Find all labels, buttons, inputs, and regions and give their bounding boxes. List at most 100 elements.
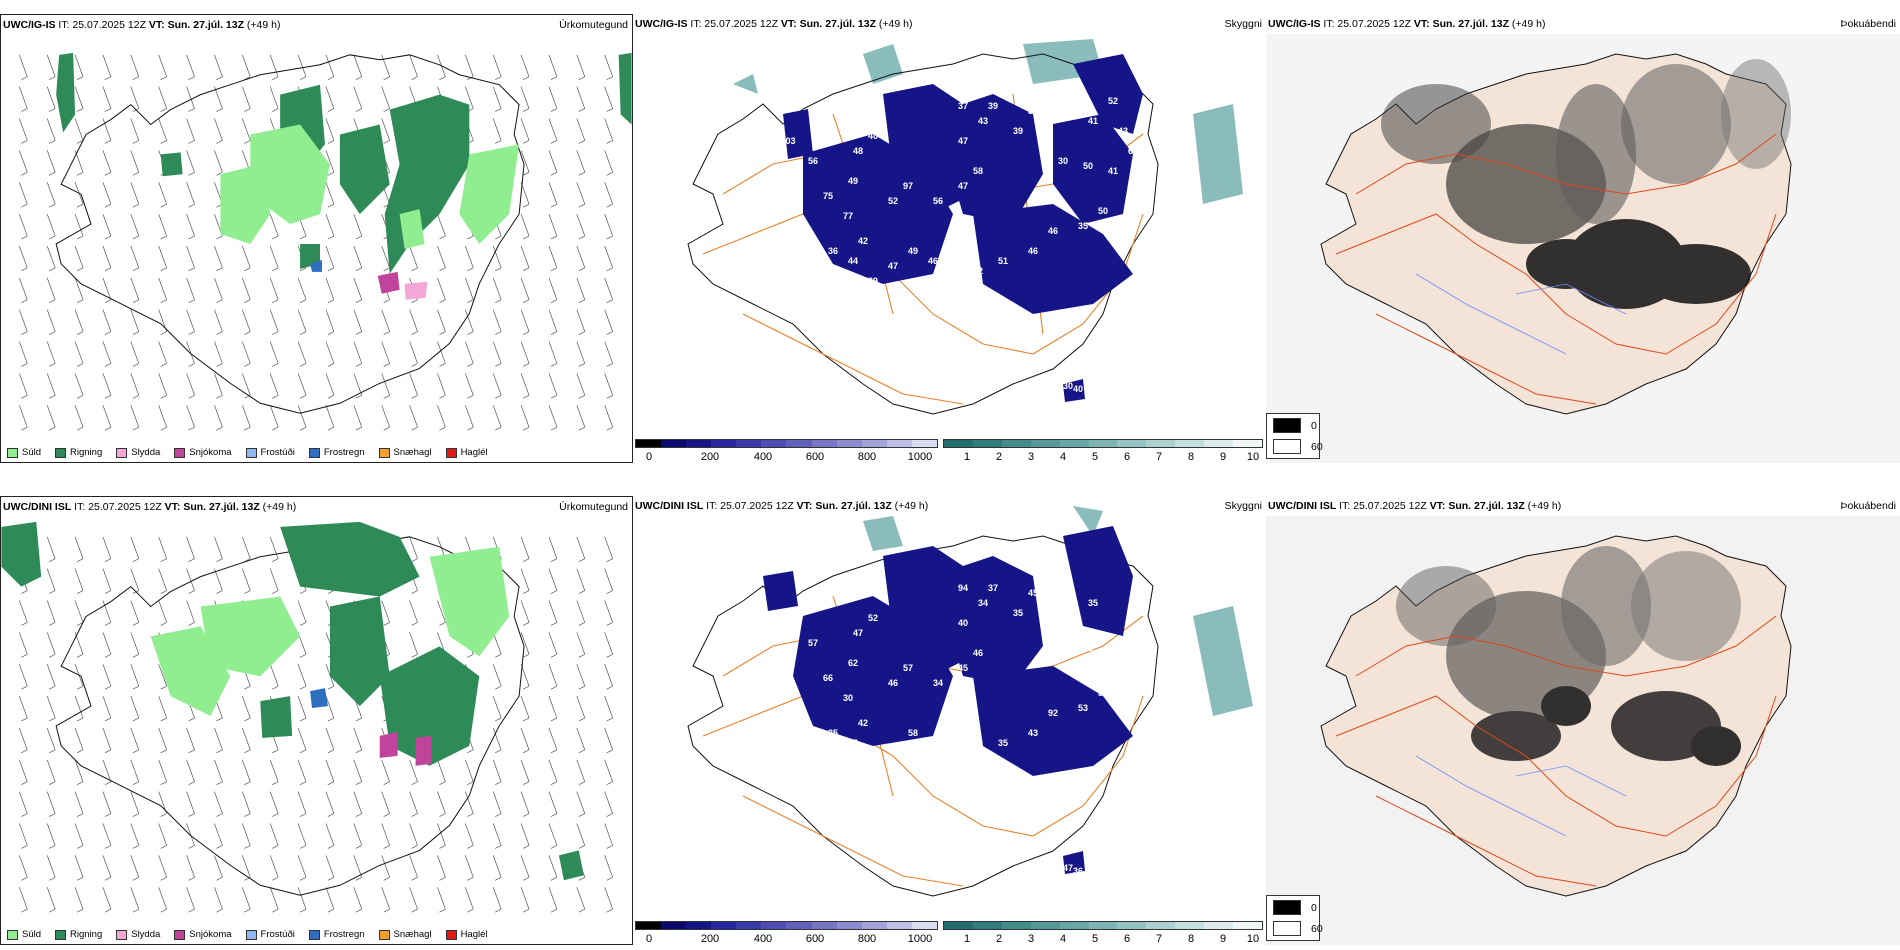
wind-barb <box>158 887 167 913</box>
wind-barb <box>437 855 446 881</box>
init-time: IT: 25.07.2025 12Z <box>687 18 781 30</box>
wind-barb <box>19 277 28 304</box>
wind-barb <box>269 309 279 335</box>
wind-barb <box>576 727 586 754</box>
wind-barb <box>242 341 251 367</box>
wind-barb <box>242 887 251 913</box>
fog-legend: 0 60 <box>1266 895 1323 941</box>
ceiling-label: 47 <box>1063 863 1073 873</box>
precip-areas <box>1 521 584 881</box>
wind-barb <box>576 213 586 240</box>
wind-barb <box>102 277 112 304</box>
ceiling-label: 107 <box>780 618 795 628</box>
wind-barb <box>576 887 586 913</box>
wind-barb <box>297 727 307 754</box>
ceiling-labels-bottom: 107 57 66 47 52 62 30 42 46 57 34 45 46 40 34 94 37 45 35 4… <box>780 583 1118 876</box>
wind-barb <box>353 791 363 817</box>
wind-barb <box>409 887 418 913</box>
model-name: UWC/IG-IS <box>635 18 688 30</box>
ceiling-label: 33 <box>818 748 828 758</box>
wind-barb <box>186 727 195 754</box>
wind-barb <box>604 150 614 176</box>
ceiling-label: 75 <box>823 191 833 201</box>
ceiling-label: 34 <box>933 678 943 688</box>
wind-barb <box>130 54 140 81</box>
wind-barbs <box>19 536 614 913</box>
wind-barb <box>214 150 223 176</box>
wind-barb <box>604 277 614 304</box>
ceiling-label: 43 <box>1083 643 1093 653</box>
wind-barb <box>19 405 28 431</box>
ceiling-colorbar: m 0 200 400 600 800 1000 <box>635 921 938 945</box>
visibility-colorbar-strip <box>943 439 1263 448</box>
ceiling-label: 49 <box>908 246 918 256</box>
ceiling-label: 36 <box>1073 866 1083 876</box>
wind-barb <box>520 759 530 786</box>
valid-time: Sun. 27.júl. 13Z <box>164 19 245 31</box>
wind-barb <box>102 213 112 240</box>
wind-barb <box>492 373 502 399</box>
wind-barb <box>548 664 558 690</box>
wind-barb <box>548 86 558 112</box>
ceiling-areas <box>783 54 1143 402</box>
ceiling-label: 39 <box>868 276 878 286</box>
wind-barb <box>158 341 167 367</box>
wind-barb <box>353 823 363 849</box>
wind-barb <box>520 309 530 335</box>
wind-barb <box>381 86 391 112</box>
ceiling-label: 39 <box>1098 688 1108 698</box>
ceiling-label: 40 <box>958 618 968 628</box>
wind-barb <box>186 182 195 208</box>
wind-barb <box>325 823 335 849</box>
tick-label: 7 <box>1155 933 1163 945</box>
ceiling-colorbar-ticks: m 0 200 400 600 800 1000 <box>635 451 938 463</box>
wind-barb <box>325 791 335 817</box>
ceiling-label: 57 <box>808 638 818 648</box>
tick-label: 600 <box>805 933 825 945</box>
wind-barb <box>576 405 586 431</box>
legend-label: Snæhagl <box>393 929 432 940</box>
wind-barb <box>186 213 195 240</box>
wind-barb <box>242 118 251 144</box>
legend-swatch <box>245 929 257 940</box>
wind-barb <box>242 823 251 849</box>
wind-barb <box>186 536 195 563</box>
wind-barb <box>130 600 140 626</box>
tick-label: 8 <box>1187 933 1195 945</box>
valid-label: VT: <box>1413 18 1430 30</box>
wind-barb <box>548 536 558 563</box>
wind-barb <box>74 245 84 272</box>
wind-barb <box>130 213 140 240</box>
ceiling-label: 52 <box>888 196 898 206</box>
wind-barb <box>242 791 251 817</box>
wind-barb <box>214 309 223 335</box>
wind-barb <box>353 309 363 335</box>
tick-label: 4 <box>1059 933 1067 945</box>
wind-barb <box>604 855 614 881</box>
ceiling-label: 49 <box>848 176 858 186</box>
ceiling-label: 40 <box>868 131 878 141</box>
valid-time: Sun. 27.júl. 13Z <box>1429 18 1510 30</box>
ceiling-label: 38 <box>1043 126 1053 136</box>
road-network <box>1335 615 1777 887</box>
wind-barb <box>214 277 223 304</box>
wind-barb <box>158 791 167 817</box>
fog-swatch <box>1273 418 1301 433</box>
wind-barb <box>158 309 167 335</box>
ceiling-label: 44 <box>848 256 858 266</box>
wind-barb <box>576 632 586 658</box>
tick-label: 200 <box>700 933 720 945</box>
valid-label: VT: <box>164 501 181 513</box>
wind-barb <box>492 759 502 786</box>
ceiling-areas <box>763 526 1133 874</box>
wind-barb <box>325 373 335 399</box>
wind-barb <box>269 759 279 786</box>
legend-item: Frostregn <box>308 929 365 940</box>
wind-barb <box>46 150 56 176</box>
fog-indicator-panel-top: UWC/IG-IS IT: 25.07.2025 12Z VT: Sun. 27… <box>1266 14 1900 463</box>
tick-label: 200 <box>700 451 720 463</box>
wind-barb <box>74 309 84 335</box>
init-time: IT: 25.07.2025 12Z <box>55 19 149 31</box>
wind-barb <box>437 823 446 849</box>
wind-barb <box>409 855 418 881</box>
